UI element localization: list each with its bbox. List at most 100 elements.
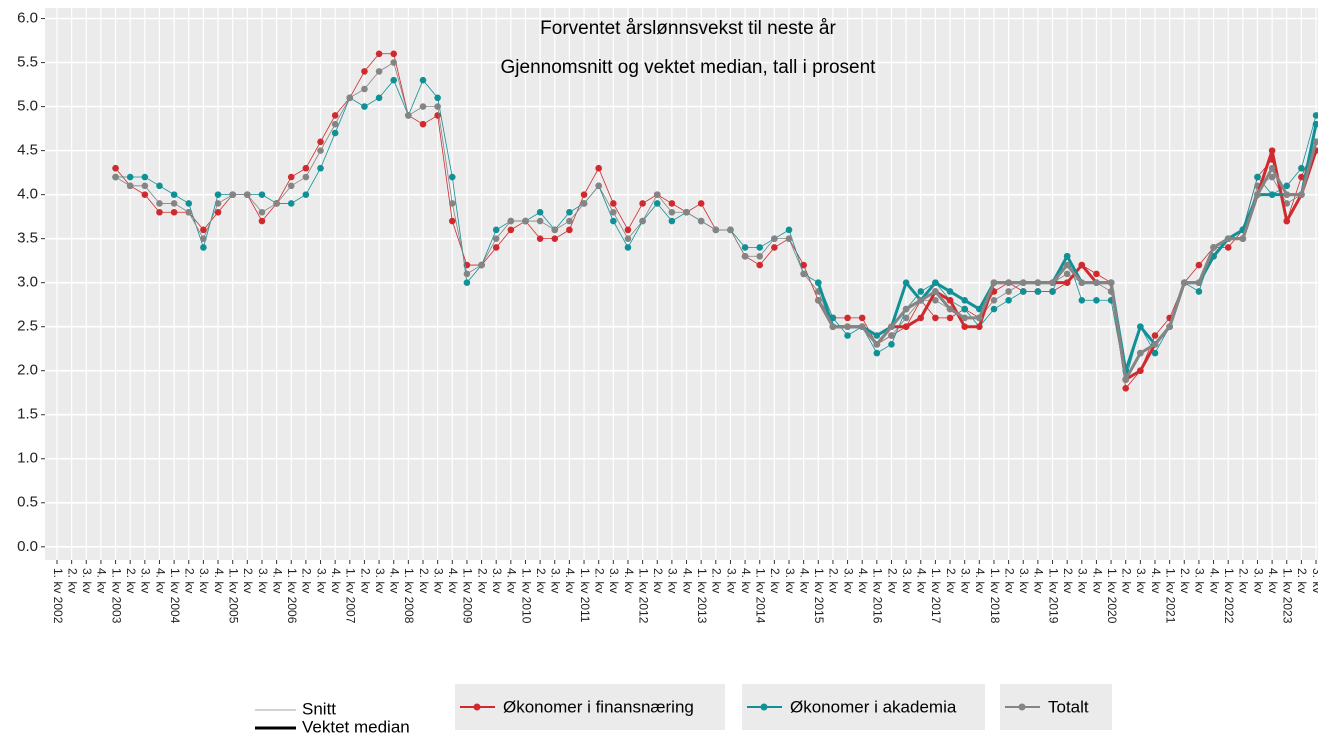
data-point xyxy=(624,244,632,251)
x-tick-label: 4. kv xyxy=(563,568,577,593)
y-tick-label: 4.0 xyxy=(17,186,38,203)
x-tick-label: 2. kv xyxy=(300,568,314,593)
data-point xyxy=(126,173,134,181)
y-tick-label: 5.0 xyxy=(17,98,38,115)
legend-box xyxy=(455,684,725,730)
data-point xyxy=(258,191,266,198)
legend-label: Økonomer i finansnæring xyxy=(503,697,694,716)
data-point xyxy=(873,349,881,357)
data-point xyxy=(390,59,398,66)
x-tick-label: 3. kv xyxy=(197,568,211,593)
data-point xyxy=(1298,164,1305,172)
data-point xyxy=(712,226,720,234)
data-point xyxy=(668,208,676,216)
x-tick-label: 4. kv xyxy=(1032,568,1046,593)
data-point xyxy=(478,261,485,269)
data-point xyxy=(273,200,280,207)
x-tick-label: 3. kv xyxy=(490,568,504,593)
data-point xyxy=(156,208,163,216)
x-tick-label: 4. kv xyxy=(1149,568,1163,593)
data-point xyxy=(976,314,983,322)
y-tick-label: 6.0 xyxy=(17,10,38,27)
data-point xyxy=(990,279,998,286)
data-point xyxy=(902,279,910,286)
x-tick-label: 1. kv 2016 xyxy=(871,568,885,624)
data-point xyxy=(917,296,925,304)
x-tick-label: 2. kv xyxy=(124,568,138,593)
x-tick-label: 1. kv 2006 xyxy=(285,568,299,624)
data-point xyxy=(580,200,588,207)
data-point xyxy=(419,120,427,128)
data-point xyxy=(536,217,544,225)
data-point xyxy=(771,235,778,242)
y-tick-label: 1.0 xyxy=(17,450,38,467)
data-point xyxy=(1312,138,1318,146)
data-point xyxy=(741,244,749,251)
data-point xyxy=(507,226,515,234)
data-point xyxy=(419,76,427,84)
data-point xyxy=(287,200,295,207)
data-point xyxy=(756,252,764,260)
x-tick-label: 4. kv xyxy=(153,568,167,593)
data-point xyxy=(1034,288,1042,295)
x-tick-label: 1. kv 2005 xyxy=(227,568,241,624)
data-point xyxy=(1034,279,1042,286)
y-tick-label: 0.0 xyxy=(17,538,38,555)
data-point xyxy=(610,200,617,207)
x-tick-label: 2. kv xyxy=(1120,568,1134,593)
x-tick-label: 4. kv xyxy=(1207,568,1221,593)
data-point xyxy=(1019,288,1027,295)
data-point xyxy=(112,173,119,181)
data-point xyxy=(1254,191,1261,198)
data-point xyxy=(902,305,910,313)
data-point xyxy=(170,191,178,198)
x-tick-label: 1. kv 2012 xyxy=(636,568,650,624)
data-point xyxy=(522,217,529,225)
y-tick-label: 1.5 xyxy=(17,406,38,423)
data-point xyxy=(1078,261,1086,269)
data-point xyxy=(653,200,661,207)
data-point xyxy=(961,296,968,304)
data-point xyxy=(185,208,193,216)
x-tick-label: 2. kv xyxy=(710,568,724,593)
data-point xyxy=(317,138,324,146)
data-point xyxy=(1063,261,1071,269)
x-tick-label: 2. kv xyxy=(183,568,197,593)
x-tick-label: 2. kv xyxy=(1002,568,1016,593)
data-point xyxy=(1151,341,1159,348)
y-tick-label: 4.5 xyxy=(17,142,38,159)
x-tick-label: 3. kv xyxy=(373,568,387,593)
data-point xyxy=(361,68,368,75)
x-tick-label: 2. kv xyxy=(651,568,665,593)
data-point xyxy=(1268,173,1276,181)
data-point xyxy=(170,208,178,216)
data-point xyxy=(1268,164,1276,172)
data-point xyxy=(1137,367,1144,375)
legend-style-label: Vektet median xyxy=(302,717,410,735)
data-point xyxy=(624,235,632,242)
x-tick-label: 3. kv xyxy=(783,568,797,593)
data-point xyxy=(1049,288,1056,295)
data-point xyxy=(1180,279,1188,286)
x-tick-label: 3. kv xyxy=(139,568,153,593)
y-tick-label: 0.5 xyxy=(17,494,38,511)
data-point xyxy=(1283,182,1291,190)
data-point xyxy=(683,208,690,216)
x-tick-label: 2. kv xyxy=(944,568,958,593)
legend-label: Økonomer i akademia xyxy=(790,697,957,716)
x-tick-label: 3. kv xyxy=(724,568,738,593)
data-point xyxy=(785,226,793,234)
data-point xyxy=(1283,191,1291,198)
data-point xyxy=(258,217,266,225)
x-tick-label: 2. kv xyxy=(475,568,489,593)
data-point xyxy=(1210,244,1217,251)
data-point xyxy=(1268,147,1276,154)
data-point xyxy=(668,217,676,225)
data-point xyxy=(566,208,573,216)
x-tick-label: 2. kv xyxy=(241,568,255,593)
data-point xyxy=(1005,296,1012,304)
data-point xyxy=(697,217,705,225)
x-tick-label: 3. kv xyxy=(1193,568,1207,593)
data-point xyxy=(653,191,661,198)
